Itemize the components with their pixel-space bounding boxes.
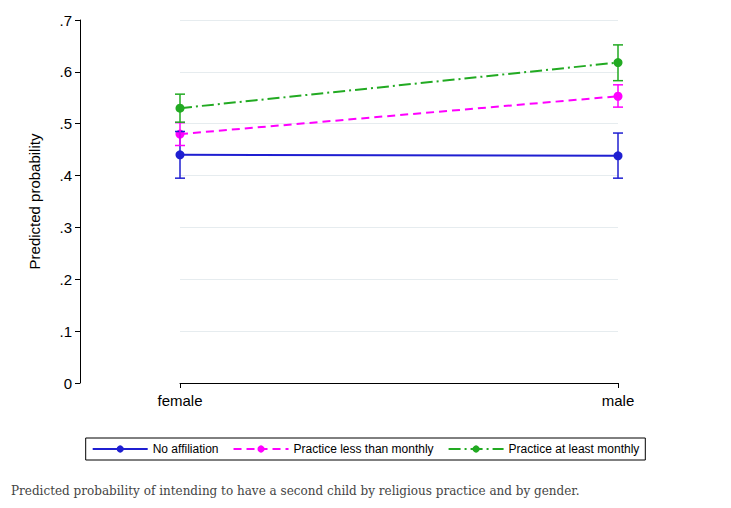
svg-text:0: 0 [64, 375, 72, 392]
svg-text:Practice at least monthly: Practice at least monthly [509, 442, 640, 456]
svg-text:.3: .3 [59, 219, 72, 236]
svg-text:Predicted probability: Predicted probability [26, 133, 43, 269]
svg-text:No affiliation: No affiliation [153, 442, 219, 456]
svg-text:Predicted probability of inten: Predicted probability of intending to ha… [11, 484, 580, 498]
svg-text:male: male [602, 392, 635, 409]
svg-text:.6: .6 [59, 63, 72, 80]
svg-text:.2: .2 [59, 271, 72, 288]
svg-text:.5: .5 [59, 115, 72, 132]
svg-text:.4: .4 [59, 167, 72, 184]
svg-text:female: female [157, 392, 202, 409]
svg-text:.1: .1 [59, 323, 72, 340]
svg-text:Practice less than monthly: Practice less than monthly [294, 442, 434, 456]
svg-text:.7: .7 [59, 12, 72, 29]
